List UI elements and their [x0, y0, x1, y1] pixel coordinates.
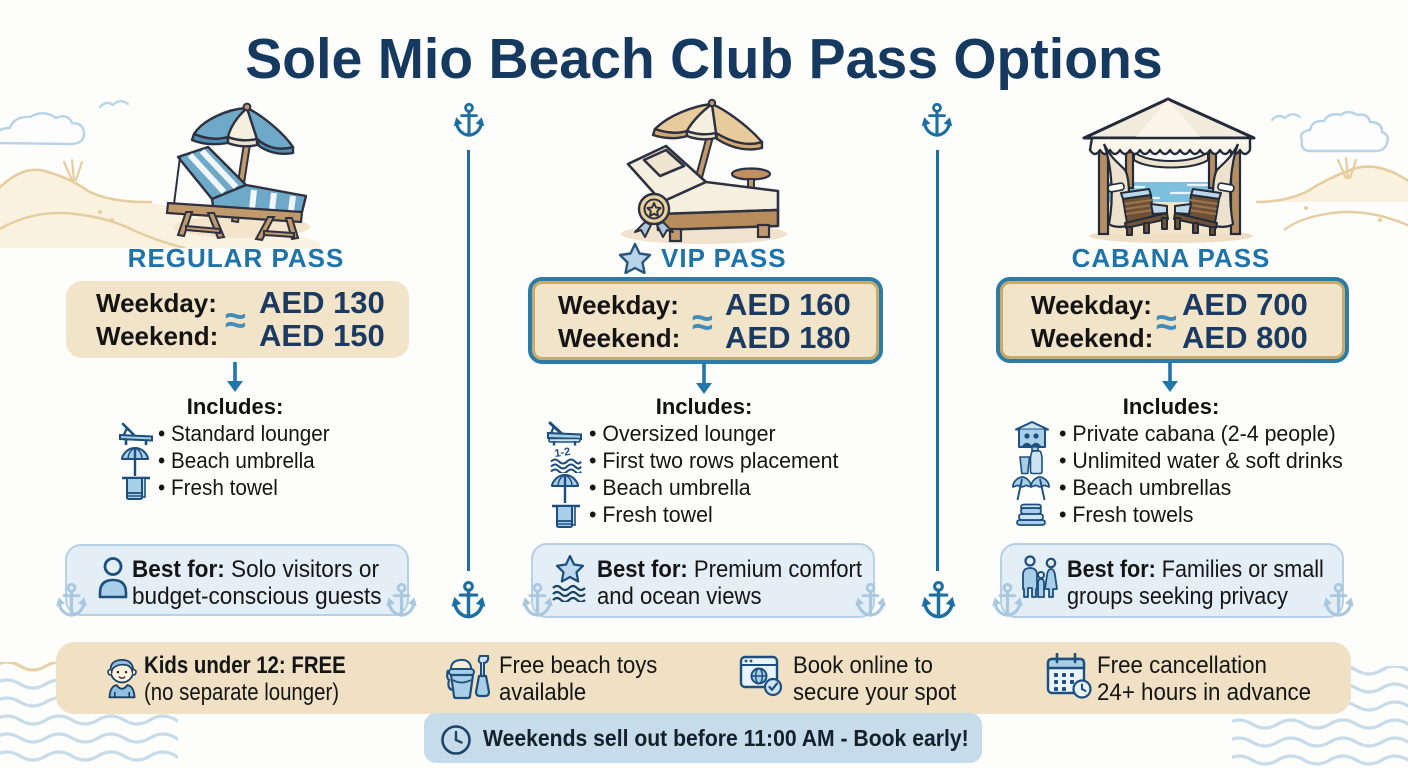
svg-text:1-2: 1-2	[554, 447, 571, 460]
